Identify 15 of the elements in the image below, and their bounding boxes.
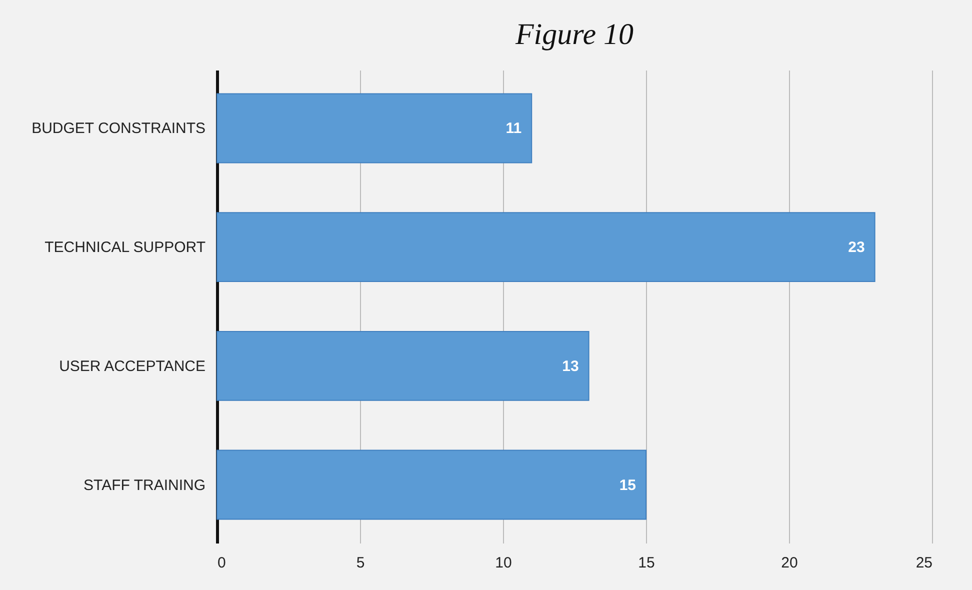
x-tick-label: 10	[495, 554, 512, 572]
data-label: 23	[848, 239, 865, 256]
y-tick-label: BUDGET CONSTRAINTS	[32, 120, 206, 138]
x-tick-label: 0	[218, 554, 226, 572]
chart-title: Figure 10	[514, 18, 634, 51]
y-tick-label: USER ACCEPTANCE	[59, 358, 206, 375]
y-tick-label: STAFF TRAINING	[84, 476, 206, 494]
x-tick-label: 15	[638, 554, 655, 572]
x-tick-label: 20	[781, 554, 798, 572]
x-tick-label: 25	[916, 554, 932, 572]
data-label: 13	[562, 358, 579, 375]
data-label: 11	[506, 120, 522, 138]
data-label: 15	[619, 476, 636, 494]
y-tick-label: TECHNICAL SUPPORT	[44, 239, 206, 256]
x-tick-label: 5	[356, 554, 365, 572]
